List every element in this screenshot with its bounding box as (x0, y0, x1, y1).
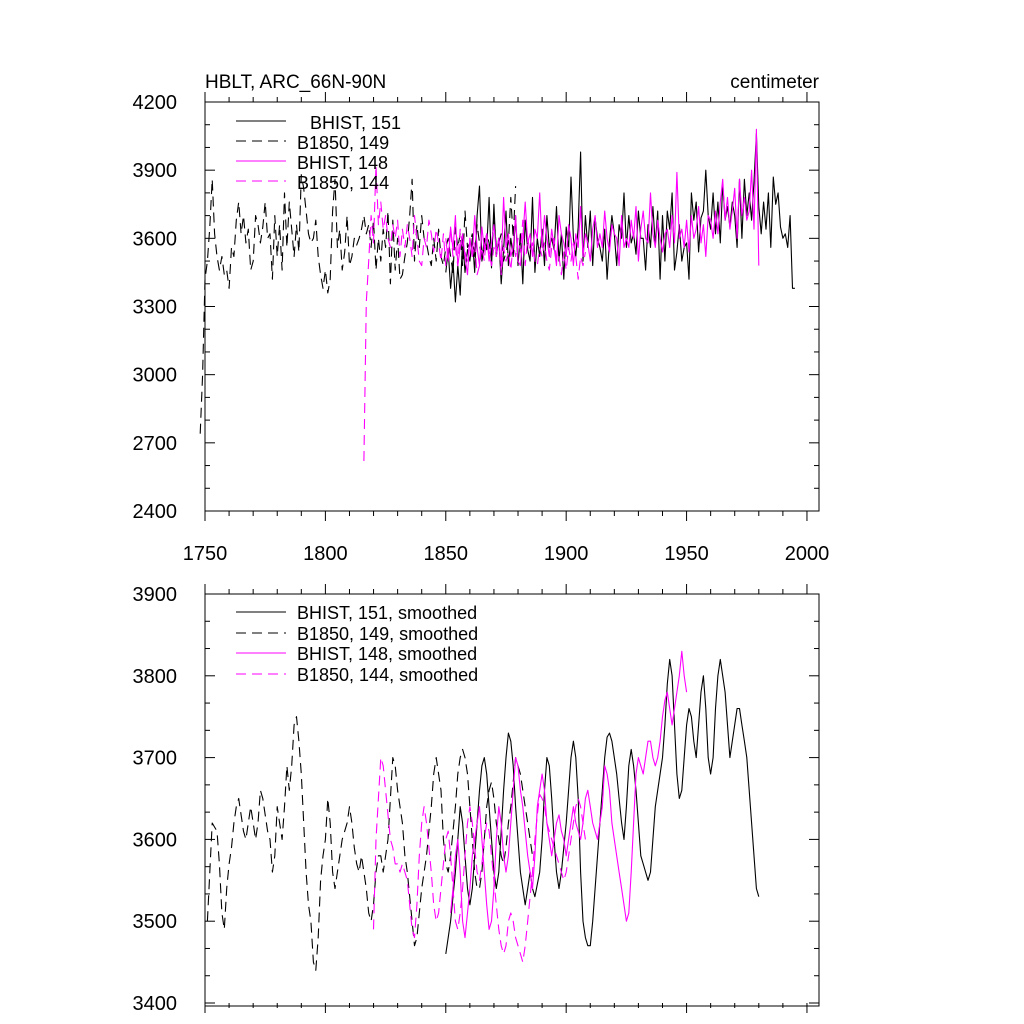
top-series-line-b1850-149 (199, 174, 517, 434)
top-x-tick-label-2000: 2000 (785, 543, 830, 565)
top-legend-label-bhist-148: BHIST, 148 (297, 153, 388, 173)
top-y-tick-label-4200: 4200 (133, 92, 178, 114)
top-title: HBLT, ARC_66N-90N (205, 72, 386, 93)
bottom-series-line-b1850-149-smoothed (206, 716, 534, 971)
bottom-y-tick-label-3700: 3700 (133, 748, 178, 770)
bottom-plot-frame (204, 593, 820, 1007)
top-y-tick-label-3000: 3000 (133, 365, 178, 387)
top-series-line-b1850-144 (363, 165, 586, 462)
bottom-legend-label-bhist-151: BHIST, 151, smoothed (297, 603, 477, 623)
bottom-legend-label-bhist-148: BHIST, 148, smoothed (297, 644, 477, 664)
bottom-series-line-bhist-148-smoothed (450, 650, 688, 939)
bottom-legend-label-b1850-144: B1850, 144, smoothed (297, 665, 478, 685)
bottom-y-tick-label-3600: 3600 (133, 829, 178, 851)
top-legend-label-b1850-144: B1850, 144 (297, 173, 389, 193)
top-panel: HBLT, ARC_66N-90N centimeter 2400 2700 300… (133, 72, 830, 565)
top-x-tick-label-1950: 1950 (664, 543, 709, 565)
bottom-y-tick-label-3500: 3500 (133, 911, 178, 933)
top-y-tick-label-3600: 3600 (133, 228, 178, 250)
top-series-line-bhist-151 (445, 133, 795, 303)
top-x-tick-label-1850: 1850 (424, 543, 469, 565)
top-legend-label-bhist-151: BHIST, 151 (310, 113, 401, 133)
top-axis-group: 2400 2700 3000 3300 3600 3900 4200 1750 1800 1850… (133, 92, 830, 565)
top-legend: BHIST, 151 B1850, 149 BHIST, 148 B1850, … (236, 113, 401, 193)
bottom-series-line-bhist-151-smoothed (445, 658, 760, 954)
bottom-panel: 3400 3500 3600 3700 3800 3900 BHIST, 151, smo… (133, 584, 820, 1015)
top-y-tick-label-2700: 2700 (133, 433, 178, 455)
top-x-tick-label-1800: 1800 (303, 543, 348, 565)
top-x-tick-label-1900: 1900 (544, 543, 589, 565)
top-units-label: centimeter (730, 72, 819, 93)
top-y-tick-label-2400: 2400 (133, 501, 178, 523)
top-y-tick-label-3300: 3300 (133, 297, 178, 319)
bottom-series-line-b1850-144-smoothed (372, 757, 586, 963)
top-series-group (199, 128, 795, 462)
bottom-legend: BHIST, 151, smoothed B1850, 149, smoothe… (236, 603, 478, 685)
bottom-axis-group: 3400 3500 3600 3700 3800 3900 (133, 584, 819, 1015)
bottom-series-group (206, 650, 760, 971)
bottom-legend-label-b1850-149: B1850, 149, smoothed (297, 624, 478, 644)
top-legend-label-b1850-149: B1850, 149 (297, 133, 389, 153)
top-x-tick-label-1750: 1750 (183, 543, 228, 565)
bottom-y-tick-label-3800: 3800 (133, 666, 178, 688)
bottom-y-tick-label-3900: 3900 (133, 584, 178, 606)
top-series-line-bhist-148 (445, 128, 760, 276)
top-y-tick-label-3900: 3900 (133, 160, 178, 182)
bottom-y-tick-label-3400: 3400 (133, 993, 178, 1015)
